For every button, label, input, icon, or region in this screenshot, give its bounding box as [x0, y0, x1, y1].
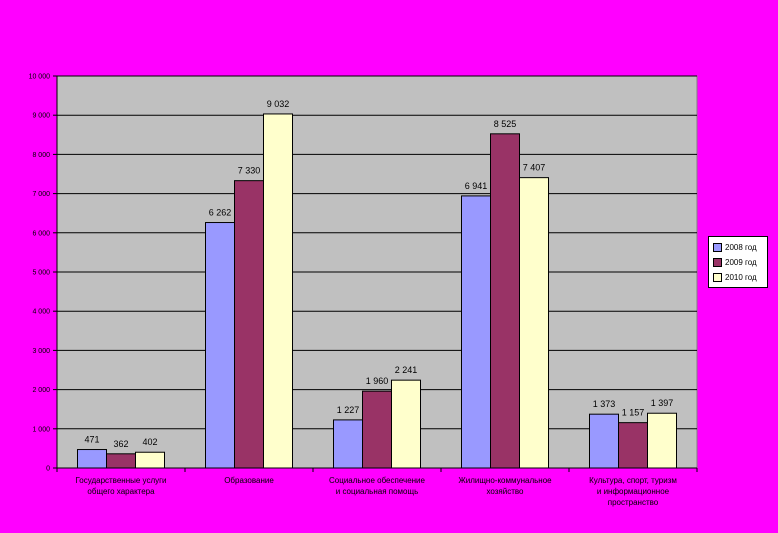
y-tick-label: 9 000 — [32, 113, 50, 120]
bar — [234, 180, 264, 469]
legend-item-2008: 2008 год — [713, 240, 767, 255]
y-tick-label: 3 000 — [32, 348, 50, 355]
bar — [362, 390, 392, 469]
data-label: 6 941 — [465, 181, 488, 191]
x-tick-label: и информационное — [597, 487, 670, 496]
bar — [618, 422, 648, 469]
legend-label-2010: 2010 год — [725, 273, 757, 282]
x-tick-label: Жилищно-коммунальное — [458, 476, 552, 485]
x-tick-label: и социальная помощь — [336, 487, 418, 496]
bar — [77, 449, 107, 469]
data-label: 6 262 — [209, 208, 232, 218]
y-tick-label: 8 000 — [32, 152, 50, 159]
data-label: 362 — [113, 439, 128, 449]
bar — [519, 177, 549, 469]
data-label: 1 960 — [366, 376, 389, 386]
data-label: 7 407 — [523, 163, 546, 173]
x-tick-label: Государственные услуги — [75, 476, 166, 485]
bars — [77, 113, 677, 469]
data-label: 1 157 — [622, 408, 645, 418]
data-labels: 471 362 402 6 262 7 330 9 032 1 227 1 960 2 241 6… — [84, 99, 673, 449]
legend-label-2008: 2008 год — [725, 243, 757, 252]
x-tick-label: Образование — [224, 476, 274, 485]
data-label: 1 373 — [593, 399, 616, 409]
y-tick-label: 5 000 — [32, 270, 50, 277]
y-tick-label: 10 000 — [29, 74, 51, 81]
x-tick-label: Социальное обеспечение — [329, 476, 426, 485]
data-label: 1 227 — [337, 405, 360, 415]
bar — [490, 133, 520, 469]
data-label: 7 330 — [238, 166, 261, 176]
data-label: 8 525 — [494, 119, 517, 129]
legend: 2008 год 2009 год 2010 год — [708, 236, 768, 288]
data-label: 471 — [84, 435, 99, 445]
y-tick-label: 2 000 — [32, 387, 50, 394]
data-label: 402 — [142, 437, 157, 447]
data-label: 1 397 — [651, 398, 674, 408]
data-label: 9 032 — [267, 99, 290, 109]
legend-swatch-2010 — [713, 273, 722, 282]
data-label: 2 241 — [395, 365, 418, 375]
y-tick-label: 1 000 — [32, 426, 50, 433]
legend-item-2010: 2010 год — [713, 270, 767, 285]
x-tick-label: хозяйство — [486, 487, 524, 496]
bar — [135, 451, 165, 469]
legend-item-2009: 2009 год — [713, 255, 767, 270]
bar — [205, 222, 235, 469]
y-tick-label: 4 000 — [32, 309, 50, 316]
bar — [461, 195, 491, 469]
y-tick-label: 6 000 — [32, 230, 50, 237]
bar — [333, 419, 363, 469]
bar — [106, 453, 136, 469]
y-tick-label: 0 — [46, 466, 50, 473]
legend-swatch-2008 — [713, 243, 722, 252]
legend-label-2009: 2009 год — [725, 258, 757, 267]
legend-swatch-2009 — [713, 258, 722, 267]
x-tick-label: общего характера — [87, 487, 155, 496]
x-tick-label: пространство — [608, 498, 659, 507]
bar — [263, 113, 293, 469]
x-tick-label: Культура, спорт, туризм — [589, 476, 677, 485]
y-tick-label: 7 000 — [32, 191, 50, 198]
bar — [391, 379, 421, 469]
bar — [589, 413, 619, 469]
bar — [647, 412, 677, 469]
